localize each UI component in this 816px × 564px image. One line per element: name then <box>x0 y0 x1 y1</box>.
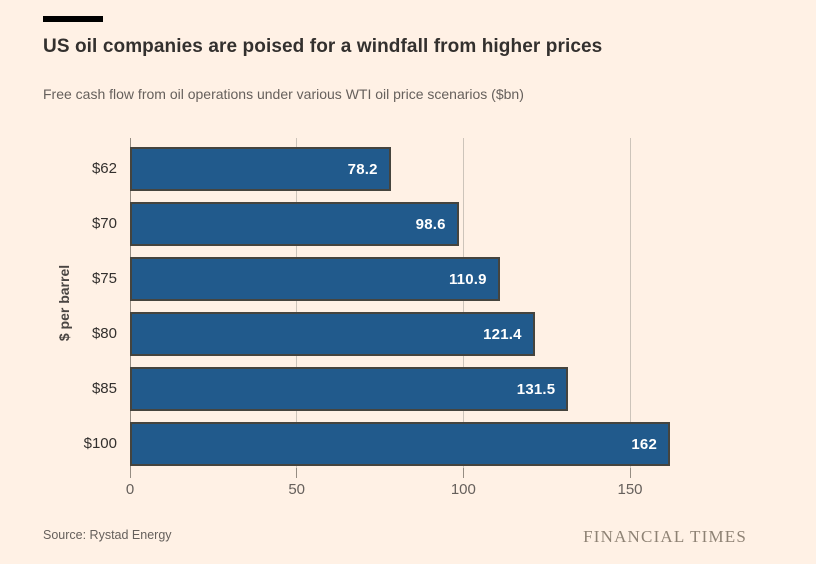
bar-row: $85 131.5 <box>92 367 680 411</box>
bar: 121.4 <box>130 312 535 356</box>
bar-row: $62 78.2 <box>92 147 680 191</box>
chart-title: US oil companies are poised for a windfa… <box>43 36 603 57</box>
bar-row: $70 98.6 <box>92 202 680 246</box>
bar-row: $100 162 <box>84 422 680 466</box>
source-note: Source: Rystad Energy <box>43 528 172 542</box>
bar-value-label: 110.9 <box>448 270 487 288</box>
x-tick <box>629 468 631 478</box>
gridline-x-150 <box>629 138 631 468</box>
y-axis-line <box>130 138 131 468</box>
bar-value-label: 78.2 <box>347 160 378 178</box>
x-tick <box>462 468 464 478</box>
plot-area: $62 78.2 $70 98.6 $75 110.9 $80 121.4 $85 131.5 $1… <box>84 138 680 498</box>
y-axis-title: $ per barrel <box>56 264 72 342</box>
bar-row: $75 110.9 <box>92 257 680 301</box>
x-tick <box>296 468 298 478</box>
x-tick-label: 100 <box>450 481 476 498</box>
bar-value-label: 98.6 <box>415 215 446 233</box>
bar-row: $80 121.4 <box>92 312 680 356</box>
x-tick-label: 50 <box>288 481 305 498</box>
category-label: $75 <box>91 270 117 287</box>
bar: 98.6 <box>130 202 459 246</box>
gridline-x-50 <box>296 138 298 468</box>
bar: 78.2 <box>130 147 391 191</box>
category-label: $100 <box>83 435 117 452</box>
category-label: $85 <box>91 380 117 397</box>
bar-value-label: 131.5 <box>516 380 556 398</box>
chart-subtitle: Free cash flow from oil operations under… <box>43 86 524 102</box>
x-tick-label: 0 <box>125 481 135 498</box>
bar: 110.9 <box>130 257 500 301</box>
category-label: $70 <box>91 215 117 232</box>
bar: 162 <box>130 422 670 466</box>
bar: 131.5 <box>130 367 569 411</box>
ft-logo: FINANCIAL TIMES <box>583 527 747 546</box>
ft-top-rule <box>43 16 103 22</box>
x-tick <box>129 468 131 478</box>
gridline-x-100 <box>462 138 464 468</box>
bar-rows: $62 78.2 $70 98.6 $75 110.9 $80 121.4 $85 131.5 $1… <box>84 147 680 466</box>
bar-value-label: 162 <box>631 435 657 453</box>
x-tick-label: 150 <box>617 481 643 498</box>
category-label: $80 <box>91 325 117 342</box>
category-label: $62 <box>91 160 117 177</box>
bar-value-label: 121.4 <box>483 325 522 343</box>
